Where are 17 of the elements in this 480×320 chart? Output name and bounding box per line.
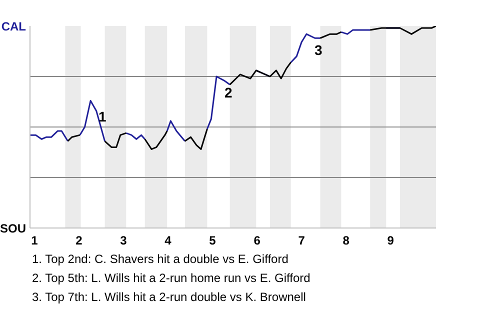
text: 1. Top 2nd: C. Shavers hit a double vs E. Gifford xyxy=(32,251,290,268)
x-tick-label: 9 xyxy=(387,234,394,248)
x-tick-label: 2 xyxy=(76,234,83,248)
annotation: 1 xyxy=(98,108,107,125)
x-tick-label: 8 xyxy=(342,234,350,248)
text: SOU xyxy=(0,221,26,236)
x-tick-label: 7 xyxy=(298,234,306,248)
x-tick-label: 4 xyxy=(164,234,172,248)
x-tick-label: 5 xyxy=(209,234,216,248)
text: 2. Top 5th: L. Wills hit a 2-run home run vs E. Gifford xyxy=(32,270,312,287)
x-tick-label: 1 xyxy=(31,234,38,248)
x-tick-label: 3 xyxy=(120,234,128,248)
annotation: 3 xyxy=(314,42,322,58)
text: 3. Top 7th: L. Wills hit a 2-run double vs K. Brownell xyxy=(32,289,307,306)
annotation: 2 xyxy=(224,84,233,100)
x-tick-label: 6 xyxy=(254,234,261,248)
text: CAL xyxy=(1,19,26,34)
